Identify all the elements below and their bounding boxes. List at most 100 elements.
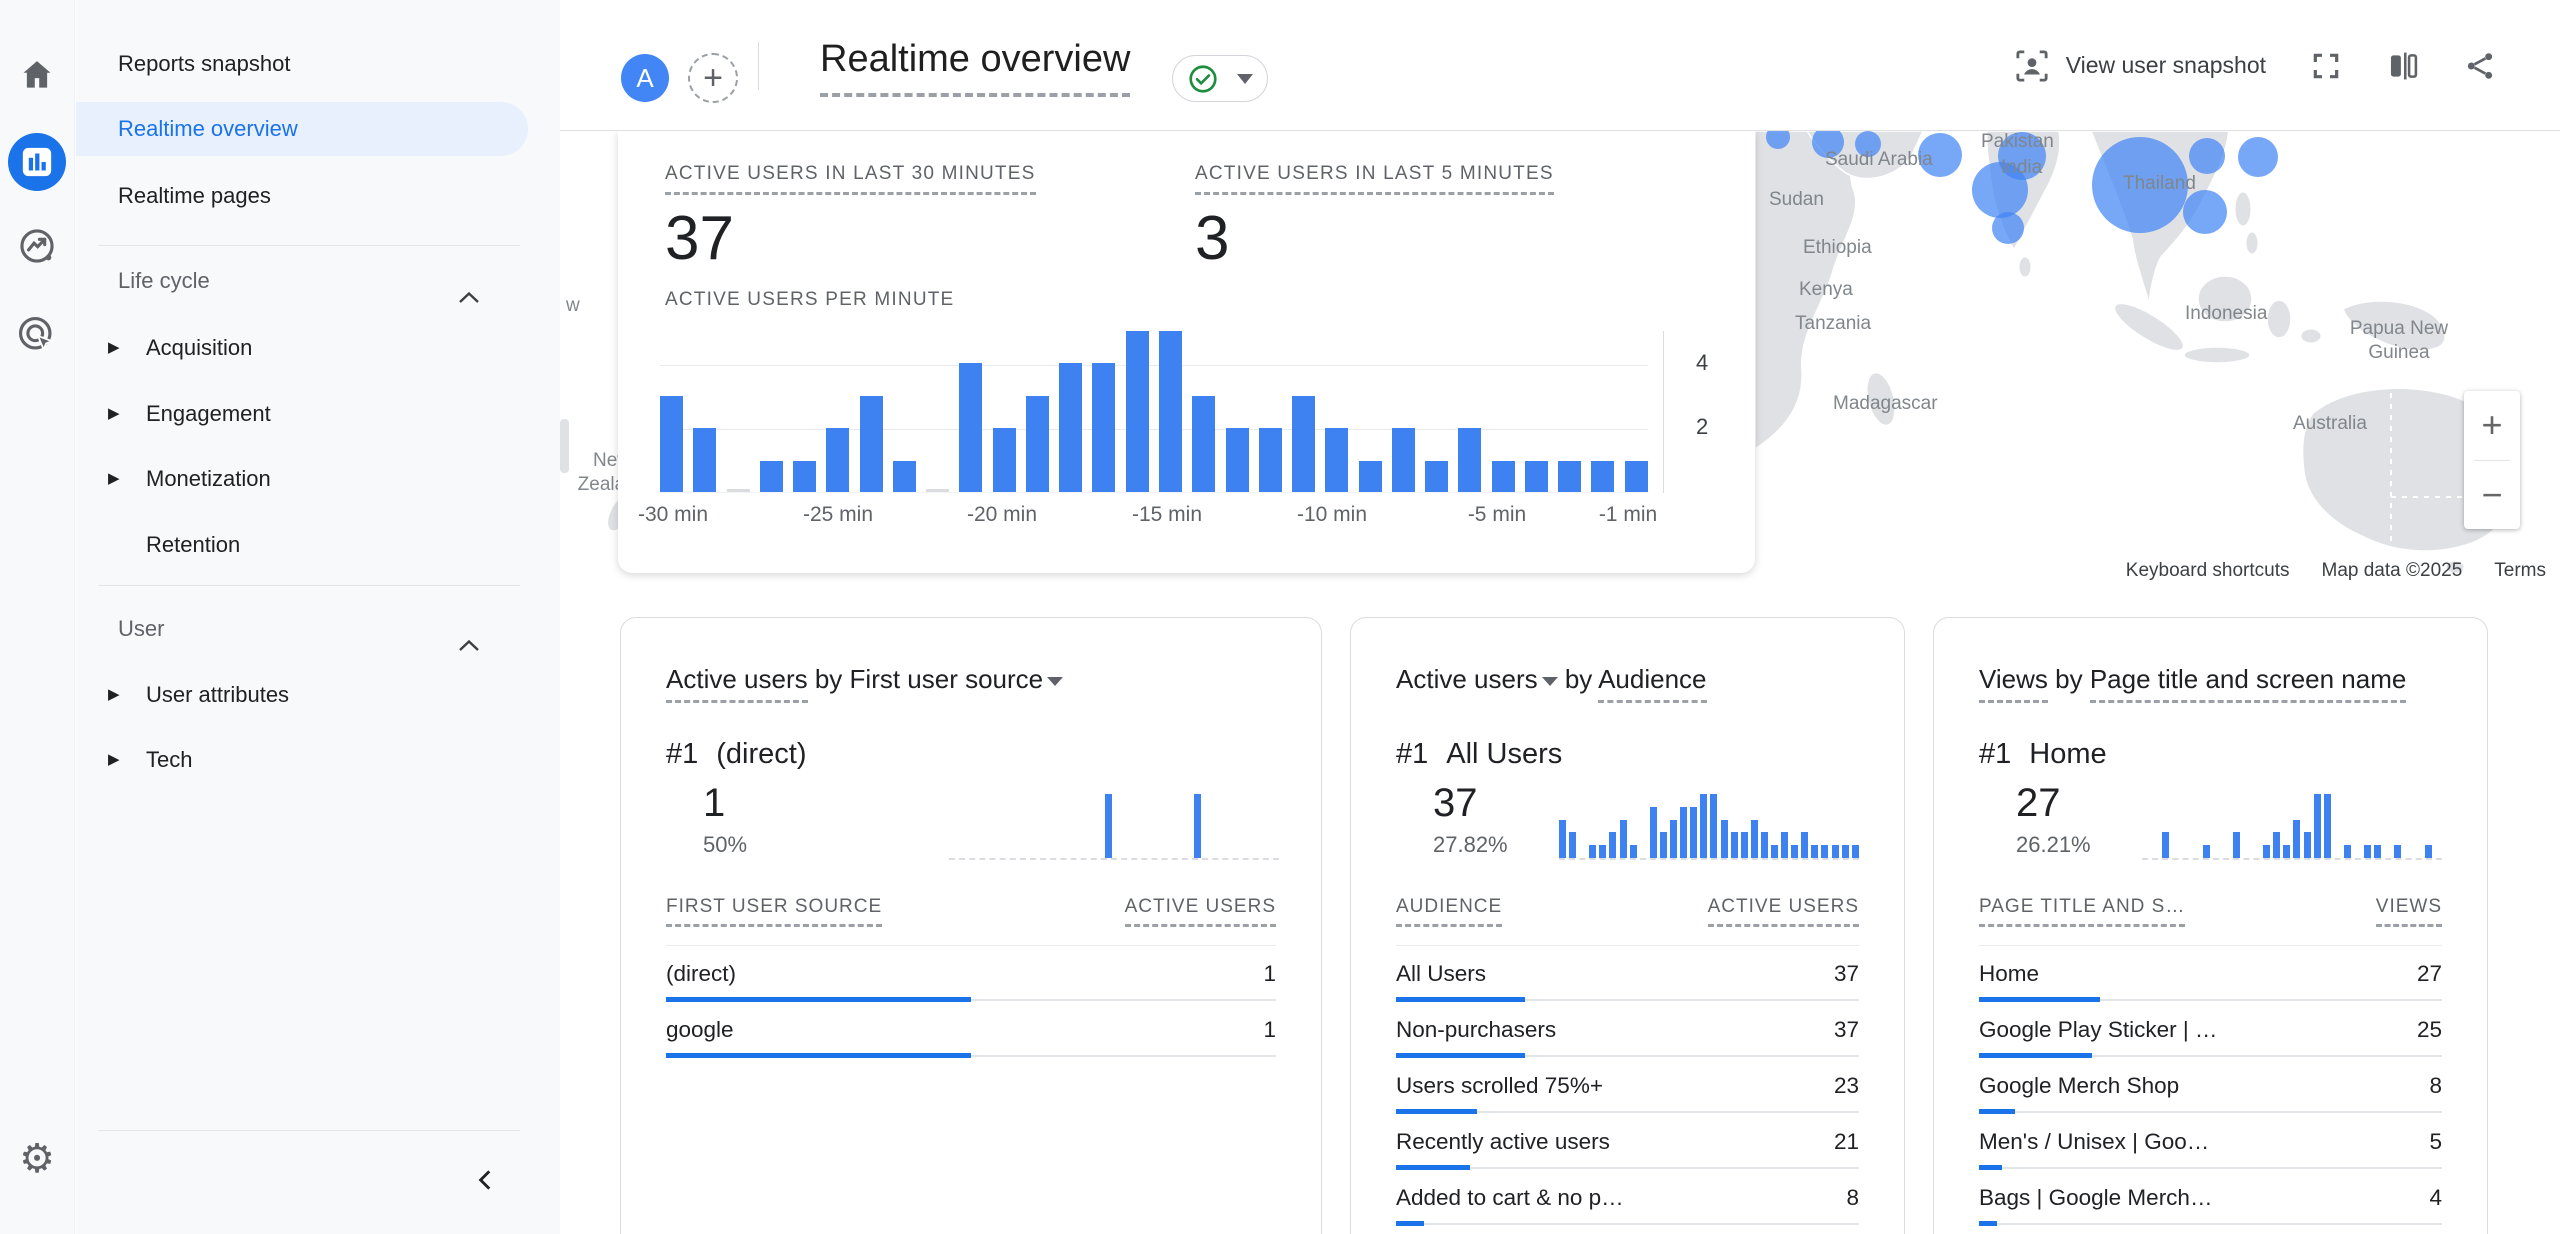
table-row[interactable]: Non-purchasers37 — [1396, 1004, 1859, 1060]
card-title-joiner: by — [2048, 664, 2090, 694]
card-title-metric[interactable]: Active users — [666, 664, 808, 703]
card-title-dimension[interactable]: Page title and screen name — [2090, 664, 2407, 703]
nav-label: Acquisition — [146, 335, 252, 360]
chevron-down-icon[interactable] — [1542, 677, 1558, 686]
per-minute-bar-chart[interactable] — [660, 331, 1648, 493]
card-title[interactable]: Views by Page title and screen name — [1979, 664, 2406, 695]
y-axis-tick-2: 2 — [1696, 414, 1708, 440]
map-zoom-out-button[interactable]: − — [2464, 461, 2520, 530]
column-header-metric[interactable]: ACTIVE USERS — [1708, 896, 1859, 927]
collapse-drawer-icon[interactable] — [464, 1158, 508, 1202]
header-divider — [758, 42, 759, 90]
row-label: Added to cart & no p… — [1396, 1185, 1624, 1211]
fullscreen-icon[interactable] — [2310, 50, 2342, 82]
row-label: google — [666, 1017, 734, 1043]
nav-section-user[interactable]: User — [76, 606, 528, 652]
chevron-up-icon[interactable] — [458, 622, 480, 668]
home-icon[interactable] — [15, 53, 59, 97]
table-row[interactable]: All Users37 — [1396, 948, 1859, 1004]
row-bar — [1396, 1053, 1859, 1058]
advertising-icon[interactable] — [14, 312, 60, 358]
nav-user-attributes[interactable]: ▶User attributes — [76, 671, 528, 719]
table-row[interactable]: Google Play Sticker | …25 — [1979, 1004, 2442, 1060]
avatar[interactable]: A — [621, 54, 669, 102]
map-label-kenya: Kenya — [1799, 279, 1853, 301]
map-attribution: Keyboard shortcuts Map data ©2025 Terms — [2126, 560, 2546, 582]
nav-monetization[interactable]: ▶Monetization — [76, 455, 528, 503]
explore-icon[interactable] — [14, 223, 60, 269]
expand-arrow-icon[interactable]: ▶ — [108, 390, 120, 438]
view-user-snapshot-button[interactable]: View user snapshot — [2014, 48, 2266, 84]
nav-section-label: User — [118, 616, 164, 641]
column-header-metric[interactable]: ACTIVE USERS — [1125, 896, 1276, 927]
active-users-30min-label[interactable]: ACTIVE USERS IN LAST 30 MINUTES — [665, 163, 1036, 195]
expand-arrow-icon[interactable]: ▶ — [108, 324, 120, 372]
map-label-new-zealand: New Zealand — [564, 449, 618, 497]
y-axis-tick-4: 4 — [1696, 350, 1708, 376]
card-views-by-page-title: Views by Page title and screen name #1Ho… — [1933, 617, 2488, 1234]
table-header: FIRST USER SOURCE ACTIVE USERS — [666, 896, 1276, 927]
card-title[interactable]: Active users by Audience — [1396, 664, 1707, 695]
row-value: 27 — [2417, 961, 2442, 987]
top-entry-name: Home — [2029, 738, 2106, 770]
table-row[interactable]: Home27 — [1979, 948, 2442, 1004]
expand-arrow-icon[interactable]: ▶ — [108, 671, 120, 719]
map-terms-link[interactable]: Terms — [2494, 560, 2546, 582]
card-title-dimension[interactable]: Audience — [1598, 664, 1706, 703]
add-comparison-button[interactable]: + — [688, 53, 738, 103]
table-row[interactable]: Added to cart & no p…8 — [1396, 1172, 1859, 1228]
card-title-metric[interactable]: Views — [1979, 664, 2048, 703]
table-row[interactable]: Men's / Unisex | Goo…5 — [1979, 1116, 2442, 1172]
page-title[interactable]: Realtime overview — [820, 38, 1130, 97]
realtime-geo-map-left-edge[interactable]: w New Zealand — [560, 131, 618, 588]
settings-gear-icon[interactable]: ⚙ — [14, 1136, 60, 1182]
per-minute-bars[interactable] — [660, 331, 1648, 493]
table-row[interactable]: Hats | Google Merch…4 — [1979, 1228, 2442, 1234]
chevron-down-icon[interactable] — [1047, 677, 1063, 686]
card-title[interactable]: Active users by First user source — [666, 664, 1063, 695]
nav-section-life-cycle[interactable]: Life cycle — [76, 258, 528, 304]
chart-baseline — [660, 492, 1648, 493]
table-row[interactable]: Users scrolled 75%+23 — [1396, 1060, 1859, 1116]
nav-engagement[interactable]: ▶ Engagement — [76, 390, 528, 438]
compare-reports-icon[interactable] — [2386, 49, 2420, 83]
card-title-metric[interactable]: Active users — [1396, 664, 1538, 694]
column-header-dimension[interactable]: PAGE TITLE AND S… — [1979, 896, 2185, 927]
nav-tech[interactable]: ▶Tech — [76, 736, 528, 784]
column-header-metric[interactable]: VIEWS — [2376, 896, 2442, 927]
active-users-5min-label[interactable]: ACTIVE USERS IN LAST 5 MINUTES — [1195, 163, 1554, 195]
reports-icon-active[interactable] — [8, 133, 66, 191]
table-row[interactable]: Bags | Google Merch…4 — [1979, 1172, 2442, 1228]
map-zoom-control: + − — [2464, 391, 2520, 529]
table-row[interactable]: Engaged Users6 — [1396, 1228, 1859, 1234]
nav-realtime-overview-selected[interactable]: Realtime overview — [76, 102, 528, 156]
map-zoom-in-button[interactable]: + — [2464, 391, 2520, 460]
chevron-up-icon[interactable] — [458, 274, 480, 320]
x-axis-ticks: -30 min -25 min -20 min -15 min -10 min … — [660, 503, 1648, 531]
table-row[interactable]: google1 — [666, 1004, 1276, 1060]
expand-arrow-icon[interactable]: ▶ — [108, 455, 120, 503]
data-quality-badge[interactable] — [1172, 55, 1268, 102]
nav-reports-snapshot[interactable]: Reports snapshot — [76, 40, 528, 88]
table-header: PAGE TITLE AND S… VIEWS — [1979, 896, 2442, 927]
table-row[interactable]: Google Merch Shop8 — [1979, 1060, 2442, 1116]
rank-badge: #1 — [666, 738, 698, 770]
realtime-geo-map[interactable]: Saudi Arabia Pakistan India Thailand Sud… — [1755, 131, 2560, 588]
nav-retention[interactable]: Retention — [76, 521, 528, 569]
top-entry-percent: 50% — [703, 832, 747, 858]
expand-arrow-icon[interactable]: ▶ — [108, 736, 120, 784]
nav-label: Engagement — [146, 401, 271, 426]
chart-right-axis-line — [1663, 331, 1664, 493]
keyboard-shortcuts-link[interactable]: Keyboard shortcuts — [2126, 560, 2290, 582]
nav-divider — [98, 585, 520, 586]
row-value: 37 — [1834, 1017, 1859, 1043]
column-header-dimension[interactable]: AUDIENCE — [1396, 896, 1502, 927]
card-title-dimension[interactable]: First user source — [850, 664, 1044, 694]
column-header-dimension[interactable]: FIRST USER SOURCE — [666, 896, 882, 927]
nav-divider — [98, 1130, 520, 1131]
table-row[interactable]: (direct)1 — [666, 948, 1276, 1004]
nav-realtime-pages[interactable]: Realtime pages — [76, 172, 528, 220]
table-row[interactable]: Recently active users21 — [1396, 1116, 1859, 1172]
nav-acquisition[interactable]: ▶ Acquisition — [76, 324, 528, 372]
share-icon[interactable] — [2464, 50, 2496, 82]
